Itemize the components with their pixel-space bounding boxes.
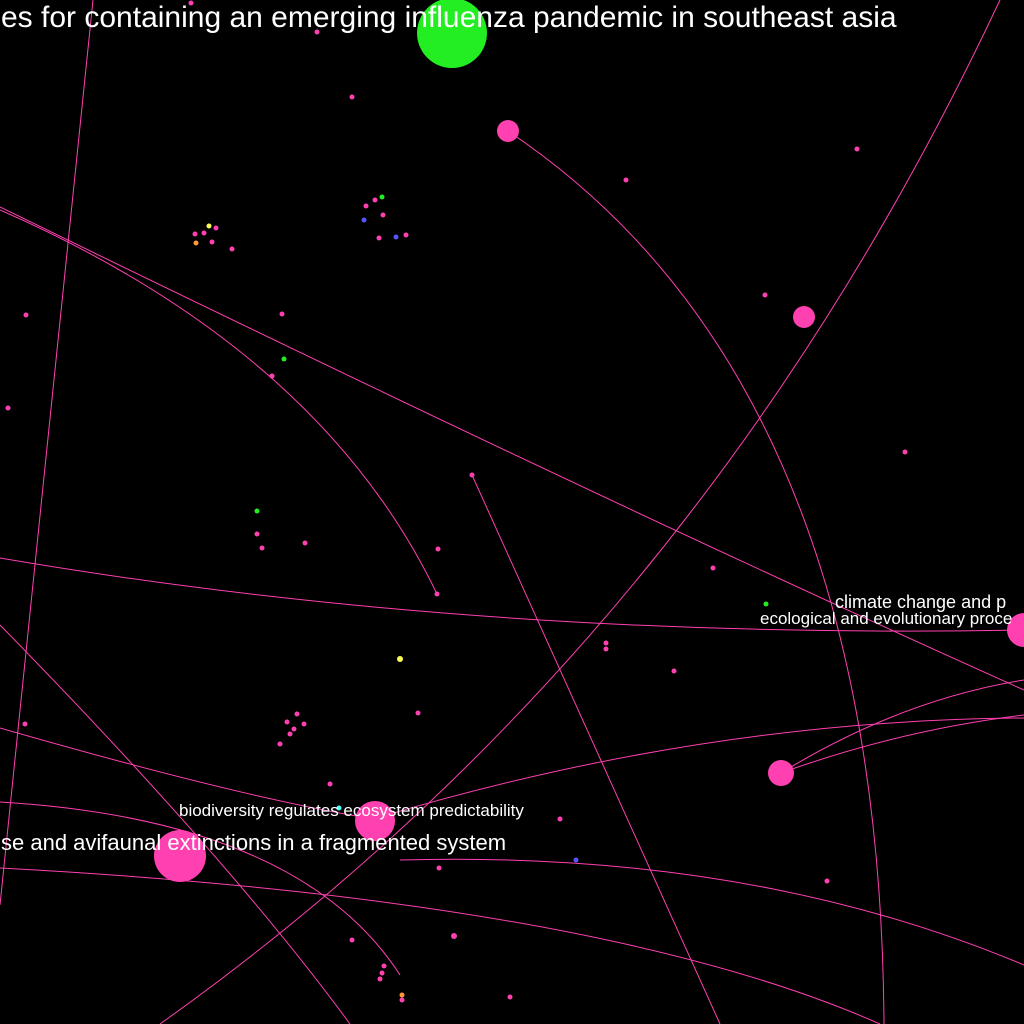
node-small[interactable] (434, 591, 440, 597)
node-small[interactable] (710, 565, 716, 571)
edge (780, 679, 1024, 774)
node-green-large[interactable] (417, 0, 487, 68)
node-small[interactable] (259, 545, 265, 551)
node-small[interactable] (193, 240, 199, 246)
node-small[interactable] (379, 194, 385, 200)
node-small[interactable] (363, 203, 369, 209)
node-small[interactable] (372, 197, 378, 203)
edge (369, 717, 1024, 821)
node-small[interactable] (284, 719, 290, 725)
node-small[interactable] (327, 781, 333, 787)
node-small[interactable] (254, 508, 260, 514)
node-small[interactable] (469, 472, 475, 478)
label-influenza: es for containing an emerging influenza … (1, 1, 897, 34)
node-small[interactable] (209, 239, 215, 245)
nodes-small (5, 0, 908, 1003)
edge (471, 474, 721, 1024)
node-small[interactable] (573, 857, 579, 863)
edge (780, 714, 1024, 774)
node-small[interactable] (603, 640, 609, 646)
node-small[interactable] (451, 933, 457, 939)
node-small[interactable] (294, 711, 300, 717)
edge (0, 727, 381, 821)
node-small[interactable] (377, 976, 383, 982)
node-small[interactable] (279, 311, 285, 317)
node-small[interactable] (379, 970, 385, 976)
node-small[interactable] (902, 449, 908, 455)
node-small[interactable] (188, 0, 194, 6)
edge (159, 0, 1001, 1024)
node-small[interactable] (824, 878, 830, 884)
node-small[interactable] (399, 997, 405, 1003)
label-avifaunal: se and avifaunal extinctions in a fragme… (1, 830, 506, 855)
node-small[interactable] (213, 225, 219, 231)
nodes-large (154, 0, 1024, 882)
node-pink[interactable] (1007, 613, 1024, 647)
node-small[interactable] (557, 816, 563, 822)
node-small[interactable] (763, 601, 769, 607)
node-small[interactable] (671, 668, 677, 674)
label-ecological: ecological and evolutionary proce (760, 609, 1012, 628)
node-small[interactable] (229, 246, 235, 252)
node-small[interactable] (381, 963, 387, 969)
node-small[interactable] (269, 373, 275, 379)
node-small[interactable] (302, 540, 308, 546)
node-small[interactable] (399, 992, 405, 998)
node-small[interactable] (336, 805, 342, 811)
node-small[interactable] (349, 937, 355, 943)
node-small[interactable] (854, 146, 860, 152)
node-pink[interactable] (768, 760, 794, 786)
node-small[interactable] (436, 865, 442, 871)
node-small[interactable] (192, 231, 198, 237)
node-small[interactable] (5, 405, 11, 411)
node-small[interactable] (349, 94, 355, 100)
node-pink-large[interactable] (154, 830, 206, 882)
node-pink[interactable] (497, 120, 519, 142)
node-small[interactable] (403, 232, 409, 238)
node-labels: es for containing an emerging influenza … (1, 1, 1012, 855)
node-small[interactable] (376, 235, 382, 241)
label-climate: climate change and p (835, 592, 1006, 612)
node-pink[interactable] (355, 801, 395, 841)
node-small[interactable] (301, 721, 307, 727)
node-small[interactable] (254, 531, 260, 537)
node-small[interactable] (287, 731, 293, 737)
node-pink[interactable] (793, 306, 815, 328)
node-small[interactable] (380, 212, 386, 218)
node-small[interactable] (23, 312, 29, 318)
edge (507, 130, 885, 1024)
node-small[interactable] (206, 223, 212, 229)
edge (399, 858, 1024, 966)
edge (0, 557, 1024, 632)
node-small[interactable] (393, 234, 399, 240)
node-small[interactable] (603, 646, 609, 652)
node-small[interactable] (507, 994, 513, 1000)
edge (0, 624, 351, 1024)
node-small[interactable] (291, 726, 297, 732)
node-small[interactable] (415, 710, 421, 716)
node-small[interactable] (397, 656, 403, 662)
edge (0, 0, 94, 906)
node-small[interactable] (22, 721, 28, 727)
node-small[interactable] (314, 29, 320, 35)
edge (0, 801, 401, 976)
label-biodiversity: biodiversity regulates ecosystem predict… (179, 801, 524, 820)
node-small[interactable] (435, 546, 441, 552)
node-small[interactable] (762, 292, 768, 298)
node-small[interactable] (281, 356, 287, 362)
edge (0, 209, 438, 595)
node-small[interactable] (361, 217, 367, 223)
node-small[interactable] (277, 741, 283, 747)
node-small[interactable] (201, 230, 207, 236)
edge (0, 867, 881, 1024)
edge (0, 206, 1024, 691)
node-small[interactable] (623, 177, 629, 183)
